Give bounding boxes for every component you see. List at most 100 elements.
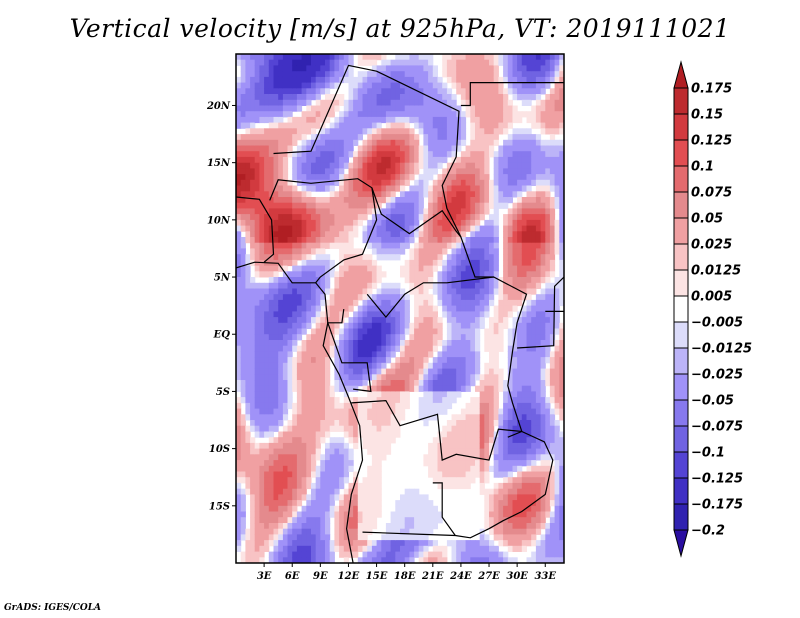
field-cell [292,517,298,524]
field-cell [282,174,289,181]
field-cell [296,511,303,518]
field-cell [311,305,317,312]
field-cell [343,334,349,341]
field-cell [264,151,270,158]
field-cell [428,139,434,146]
field-cell [517,465,523,472]
field-cell [254,374,260,381]
field-cell [470,340,476,347]
field-cell [521,99,527,106]
field-cell [282,402,289,410]
field-cell [292,557,298,563]
field-cell [278,282,284,289]
field-cell [446,151,453,158]
field-cell [526,116,532,124]
field-cell [268,242,274,249]
field-cell [432,340,438,347]
field-cell [437,351,443,358]
field-cell [264,334,270,341]
field-cell [362,88,368,95]
field-cell [371,54,378,61]
field-cell [362,517,368,524]
field-cell [357,277,363,284]
field-cell [460,557,467,563]
field-cell [390,174,396,181]
field-cell [311,328,317,335]
field-cell [329,305,335,312]
field-cell [498,54,504,61]
field-cell [493,534,499,541]
field-cell [479,551,485,558]
field-cell [320,505,326,512]
field-cell [287,71,293,78]
field-cell [456,71,462,78]
field-cell [259,425,265,432]
field-cell [240,345,246,352]
field-cell [311,116,317,124]
field-cell [282,151,289,158]
field-cell [306,219,312,227]
field-cell [339,511,345,518]
field-cell [343,71,349,78]
field-cell [339,202,345,209]
field-cell [296,500,303,507]
field-cell [245,408,251,415]
field-cell [395,317,401,324]
field-cell [376,408,382,415]
field-cell [400,145,406,152]
field-cell [503,460,509,467]
field-cell [325,414,331,421]
field-cell [418,242,424,249]
field-cell [357,214,363,221]
field-cell [376,248,382,255]
field-cell [254,116,260,124]
field-cell [296,54,303,61]
field-cell [451,54,457,61]
field-cell [526,54,532,61]
field-cell [484,122,490,129]
field-cell [446,431,453,438]
field-cell [311,231,317,238]
field-cell [400,328,406,335]
field-cell [381,408,387,415]
field-cell [278,534,284,541]
field-cell [250,488,256,495]
field-cell [329,397,335,404]
field-cell [339,139,345,146]
field-cell [507,488,513,495]
field-cell [315,385,321,392]
field-cell [460,134,467,141]
field-cell [404,368,410,375]
field-cell [489,288,495,295]
field-cell [325,385,331,392]
field-cell [282,500,289,507]
field-cell [512,116,518,124]
field-cell [278,76,284,84]
field-cell [470,374,476,381]
field-cell [320,277,326,284]
field-cell [437,340,443,347]
field-cell [479,65,485,72]
field-cell [282,76,289,84]
field-cell [414,317,420,324]
field-cell [409,500,415,507]
field-cell [273,185,279,192]
field-cell [292,460,298,467]
field-cell [395,368,401,375]
field-cell [526,511,532,518]
field-cell [400,116,406,124]
field-cell [428,214,434,221]
field-cell [414,214,420,221]
field-cell [456,460,462,467]
field-cell [385,99,392,106]
field-cell [432,111,438,118]
field-cell [498,105,504,112]
field-cell [400,271,406,278]
field-cell [339,374,345,381]
field-cell [409,248,415,255]
field-cell [489,545,495,552]
field-cell [465,202,471,209]
field-cell [362,185,368,192]
field-cell [414,311,420,318]
field-cell [503,551,509,558]
